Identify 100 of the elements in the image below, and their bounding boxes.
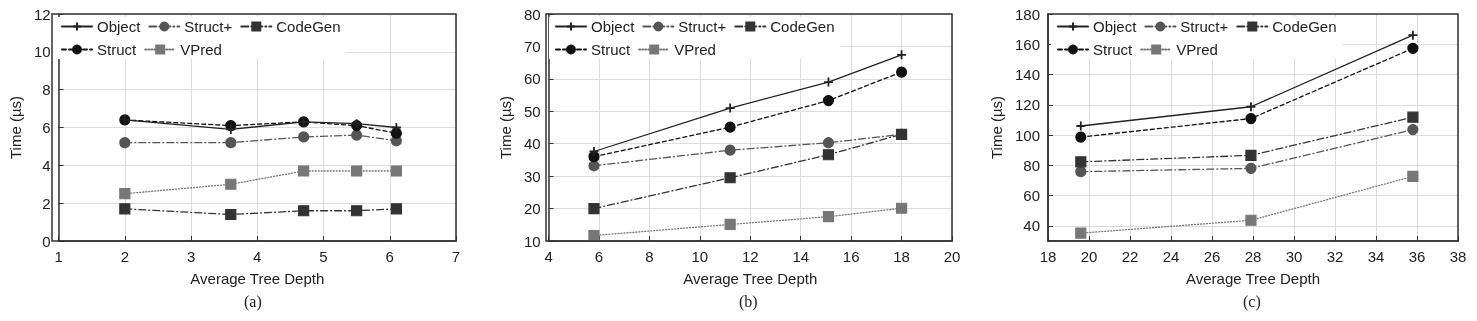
point xyxy=(724,218,736,231)
y-axis-title: Time (µs) xyxy=(497,95,514,160)
y-tick-label: 60 xyxy=(1023,187,1040,205)
y-tick-label: 8 xyxy=(42,81,51,99)
legend-label: Struct+ xyxy=(184,18,233,35)
legend-label: Object xyxy=(591,18,636,35)
point xyxy=(1075,227,1087,239)
y-axis-title: Time (µs) xyxy=(988,95,1006,160)
x-tick-label: 5 xyxy=(319,248,328,265)
point xyxy=(225,137,237,149)
x-tick-label: 10 xyxy=(691,248,709,265)
point xyxy=(351,165,363,177)
point xyxy=(724,172,736,184)
text: (b) xyxy=(739,292,758,311)
y-tick-label: 10 xyxy=(33,43,51,61)
x-tick-label: 32 xyxy=(1326,248,1344,265)
x-tick-label: 1 xyxy=(54,248,63,265)
y-tick-label: 160 xyxy=(1014,35,1040,53)
point xyxy=(225,208,237,221)
x-tick-label: 18 xyxy=(893,248,910,265)
point xyxy=(298,205,310,217)
y-tick-label: 10 xyxy=(523,232,541,250)
point xyxy=(1407,42,1419,54)
legend-label: CodeGen xyxy=(276,18,341,35)
x-tick-label: 12 xyxy=(741,248,759,265)
point xyxy=(1075,120,1087,132)
y-tick-label: 20 xyxy=(523,200,541,218)
legend-label: CodeGen xyxy=(770,18,835,35)
point xyxy=(298,131,310,143)
y-tick-label: 180 xyxy=(1014,5,1040,23)
legend-label: VPred xyxy=(674,41,716,58)
text: (c) xyxy=(1243,292,1261,311)
x-tick-label: 18 xyxy=(1039,248,1057,265)
x-tick-label: 24 xyxy=(1162,248,1180,265)
y-tick-label: 100 xyxy=(1014,126,1040,144)
x-tick-label: 28 xyxy=(1244,248,1262,265)
point xyxy=(724,144,736,156)
x-tick-label: 34 xyxy=(1367,248,1385,265)
point xyxy=(298,165,310,177)
point xyxy=(588,202,600,215)
x-tick-label: 36 xyxy=(1408,248,1426,265)
x-axis-title: Average Tree Depth xyxy=(1186,270,1320,287)
y-tick-label: 70 xyxy=(523,37,541,55)
point xyxy=(1245,162,1257,174)
x-tick-label: 14 xyxy=(792,248,810,265)
x-tick-label: 30 xyxy=(1285,248,1303,265)
y-tick-label: 4 xyxy=(42,156,51,174)
x-tick-label: 38 xyxy=(1449,248,1467,265)
point xyxy=(119,188,131,200)
point xyxy=(1407,170,1419,182)
point xyxy=(822,149,835,161)
x-tick-label: 6 xyxy=(594,248,604,265)
x-tick-label: 4 xyxy=(253,248,262,265)
legend-label: Object xyxy=(1093,18,1138,35)
y-tick-label: 40 xyxy=(1023,217,1040,235)
point xyxy=(588,160,600,172)
point xyxy=(1407,124,1419,136)
x-tick-label: 7 xyxy=(451,248,461,265)
y-tick-label: 0 xyxy=(42,232,51,250)
text: (a) xyxy=(244,292,262,311)
y-tick-label: 12 xyxy=(33,5,51,23)
legend-label: Object xyxy=(97,18,142,35)
x-tick-label: 20 xyxy=(1080,248,1098,265)
y-tick-label: 120 xyxy=(1014,96,1040,114)
y-tick-label: 140 xyxy=(1014,66,1040,84)
y-tick-label: 50 xyxy=(523,102,541,120)
legend-label: Struct+ xyxy=(678,18,727,35)
x-tick-label: 3 xyxy=(186,248,196,265)
point xyxy=(351,129,363,141)
y-tick-label: 40 xyxy=(523,135,541,153)
point xyxy=(895,202,908,214)
point xyxy=(1075,156,1087,168)
point xyxy=(724,102,736,114)
legend-label: VPred xyxy=(180,41,222,58)
legend-label: VPred xyxy=(1176,41,1218,58)
point xyxy=(822,211,835,223)
x-tick-label: 6 xyxy=(385,248,394,265)
y-tick-label: 80 xyxy=(1023,156,1040,174)
x-tick-label: 16 xyxy=(842,248,860,265)
point xyxy=(1407,111,1419,123)
x-tick-label: 20 xyxy=(943,248,961,265)
point xyxy=(822,137,835,149)
y-tick-label: 30 xyxy=(523,167,541,185)
point xyxy=(1075,131,1087,143)
legend-label: CodeGen xyxy=(1272,18,1337,35)
point xyxy=(588,229,600,242)
point xyxy=(225,178,237,190)
y-tick-label: 60 xyxy=(523,70,541,88)
y-tick-label: 2 xyxy=(42,194,51,212)
x-axis-title: Average Tree Depth xyxy=(683,270,818,287)
x-tick-label: 2 xyxy=(120,248,129,265)
y-tick-label: 6 xyxy=(42,119,51,136)
legend-label: Struct xyxy=(591,41,632,58)
y-tick-label: 80 xyxy=(523,5,541,23)
legend-label: Struct+ xyxy=(1180,18,1229,35)
x-tick-label: 4 xyxy=(544,248,553,265)
point xyxy=(822,94,835,107)
legend-label: Struct xyxy=(97,41,138,58)
x-tick-label: 26 xyxy=(1203,248,1221,265)
point xyxy=(1245,214,1257,226)
